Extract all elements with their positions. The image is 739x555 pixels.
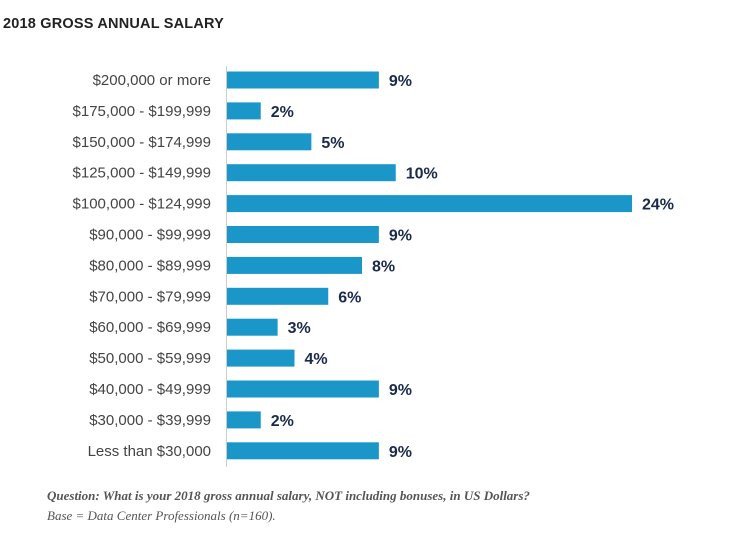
footnote-base: Base = Data Center Professionals (n=160)… (47, 508, 276, 523)
category-label: $175,000 - $199,999 (73, 103, 211, 120)
value-label: 24% (642, 197, 674, 214)
category-label: $150,000 - $174,999 (73, 134, 211, 151)
bar (227, 380, 379, 398)
bar (227, 256, 362, 274)
category-label: $125,000 - $149,999 (73, 165, 211, 182)
bar (227, 318, 278, 336)
value-label: 9% (389, 382, 412, 399)
bar (227, 349, 295, 367)
bars-group: $200,000 or more 9% $175,000 - $199,999 2% $… (73, 71, 674, 461)
bar (227, 287, 329, 305)
value-label: 5% (321, 135, 344, 152)
value-label: 3% (288, 320, 311, 337)
bar (227, 133, 312, 151)
category-label: $90,000 - $99,999 (89, 227, 211, 244)
value-label: 8% (372, 258, 395, 275)
bar (227, 71, 379, 89)
bar (227, 195, 632, 213)
value-label: 9% (389, 444, 412, 461)
value-label: 2% (271, 104, 294, 121)
category-label: $60,000 - $69,999 (89, 319, 211, 336)
value-label: 4% (305, 351, 328, 368)
chart-title: 2018 GROSS ANNUAL SALARY (3, 16, 225, 32)
bar (227, 102, 261, 120)
category-label: $100,000 - $124,999 (73, 196, 211, 213)
value-label: 2% (271, 413, 294, 430)
bar (227, 442, 379, 460)
category-label: $30,000 - $39,999 (89, 412, 211, 429)
category-label: $50,000 - $59,999 (89, 350, 211, 367)
bar (227, 411, 261, 429)
footnote-question: Question: What is your 2018 gross annual… (47, 488, 530, 503)
category-label: Less than $30,000 (88, 443, 211, 460)
value-label: 6% (338, 289, 361, 306)
category-label: $40,000 - $49,999 (89, 381, 211, 398)
value-label: 10% (406, 166, 438, 183)
bar (227, 164, 396, 182)
value-label: 9% (389, 228, 412, 245)
category-label: $80,000 - $89,999 (89, 257, 211, 274)
category-label: $70,000 - $79,999 (89, 288, 211, 305)
bar (227, 226, 379, 243)
category-label: $200,000 or more (93, 72, 211, 89)
value-label: 9% (389, 73, 412, 90)
